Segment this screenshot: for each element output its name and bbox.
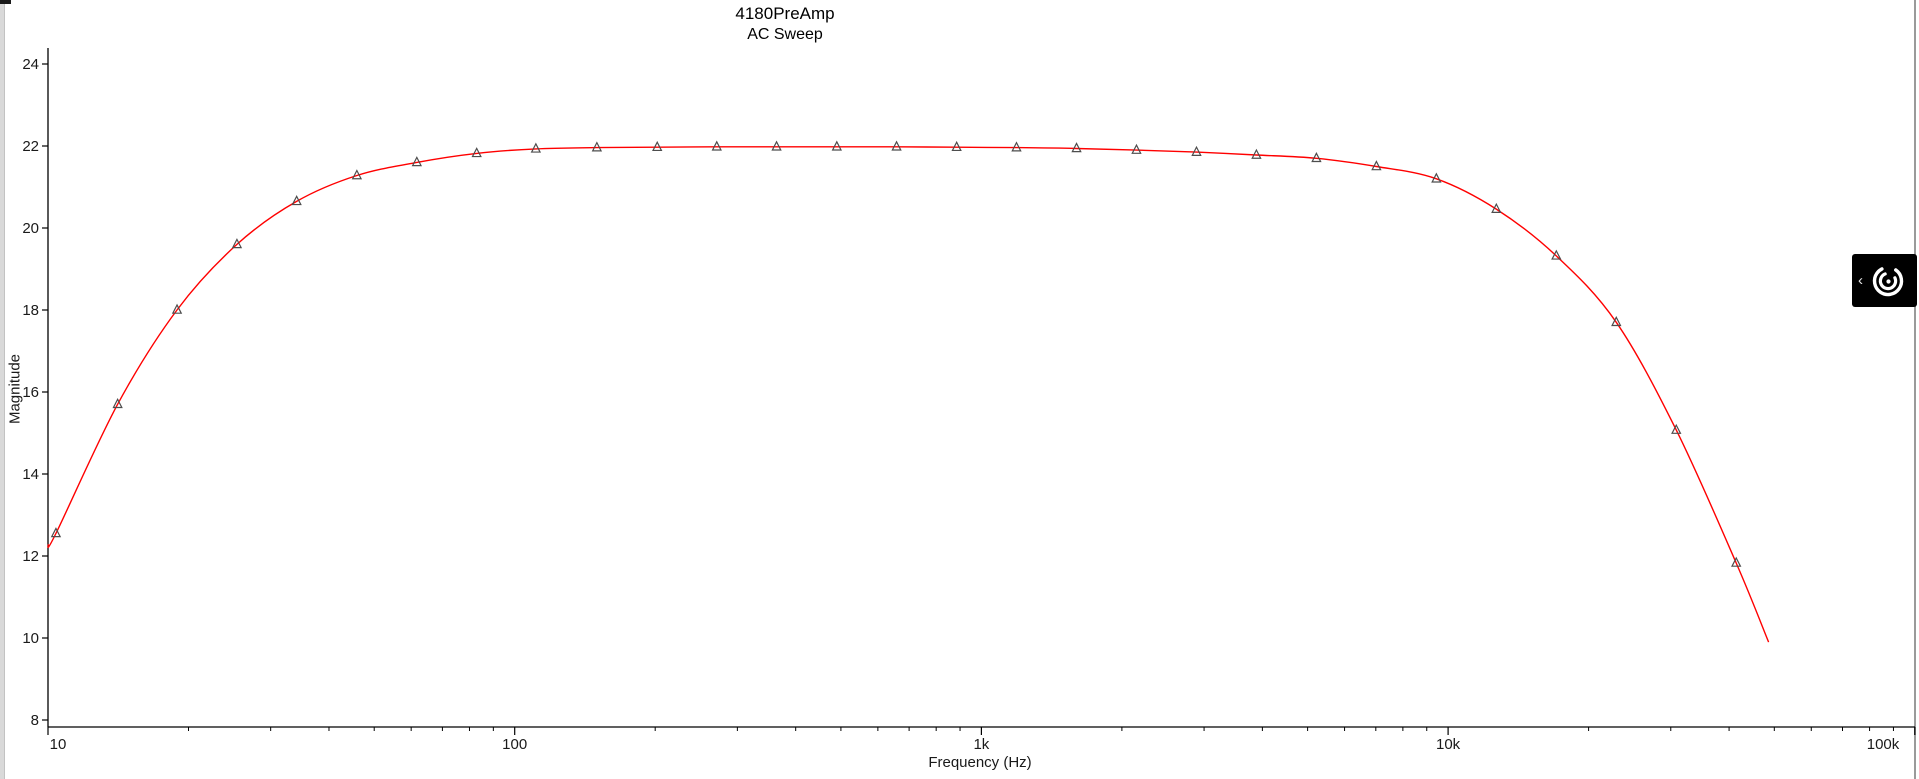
data-point-marker	[1671, 423, 1682, 434]
data-point-marker	[1251, 148, 1262, 159]
x-axis-label: Frequency (Hz)	[928, 754, 1032, 771]
data-point-marker	[291, 195, 302, 206]
magnitude-curve	[47, 146, 1770, 643]
data-point-marker	[652, 140, 663, 152]
x-tick-label: 100k	[1867, 736, 1900, 753]
data-point-marker	[351, 169, 363, 180]
y-tick-label: 24	[22, 56, 39, 73]
data-point-marker	[1611, 315, 1622, 327]
data-point-marker	[1191, 145, 1202, 156]
grapher-logo-icon	[1872, 265, 1904, 296]
data-point-marker	[1071, 142, 1082, 153]
y-tick-label: 8	[31, 712, 39, 729]
data-point-marker	[1431, 172, 1442, 183]
data-point-marker	[1731, 556, 1742, 567]
y-tick-label: 16	[22, 384, 39, 401]
y-tick-label: 22	[22, 138, 39, 155]
x-tick-label: 100	[502, 736, 527, 753]
chart-title-block: 4180PreAmp AC Sweep	[485, 3, 1085, 45]
data-point-marker	[411, 156, 423, 167]
data-point-marker	[231, 238, 243, 249]
y-tick-label: 10	[22, 630, 39, 647]
collapse-chevron-icon: ‹	[1858, 272, 1863, 289]
y-tick-label: 14	[22, 466, 39, 483]
chart-title: 4180PreAmp	[735, 4, 835, 23]
topleft-sliver	[0, 0, 11, 4]
y-tick-label: 20	[22, 220, 39, 237]
x-tick-label: 10k	[1436, 736, 1461, 753]
y-tick-label: 18	[22, 302, 39, 319]
chart-subtitle: AC Sweep	[747, 26, 823, 43]
data-point-marker	[1551, 249, 1562, 260]
data-point-marker	[1011, 141, 1022, 152]
data-point-marker	[951, 140, 962, 152]
data-point-marker	[1311, 151, 1322, 163]
window-edge-left	[0, 0, 5, 779]
data-point-marker	[711, 140, 722, 151]
x-tick-label: 1k	[973, 736, 989, 753]
data-point-marker	[831, 140, 842, 151]
data-point-marker	[891, 140, 902, 151]
data-point-marker	[50, 527, 62, 538]
x-tick-label: 10	[50, 736, 67, 753]
data-point-marker	[530, 142, 542, 153]
data-point-marker	[1371, 160, 1382, 171]
data-point-marker	[171, 303, 183, 314]
data-point-marker	[1491, 202, 1502, 213]
window-edge-right	[1914, 0, 1916, 779]
data-point-marker	[771, 140, 782, 151]
side-panel-toggle-button[interactable]: ‹	[1852, 254, 1917, 307]
data-point-marker	[112, 397, 123, 409]
data-point-marker	[591, 141, 603, 152]
data-point-marker	[1131, 143, 1142, 154]
y-tick-label: 12	[22, 548, 39, 565]
data-point-marker	[471, 147, 482, 158]
